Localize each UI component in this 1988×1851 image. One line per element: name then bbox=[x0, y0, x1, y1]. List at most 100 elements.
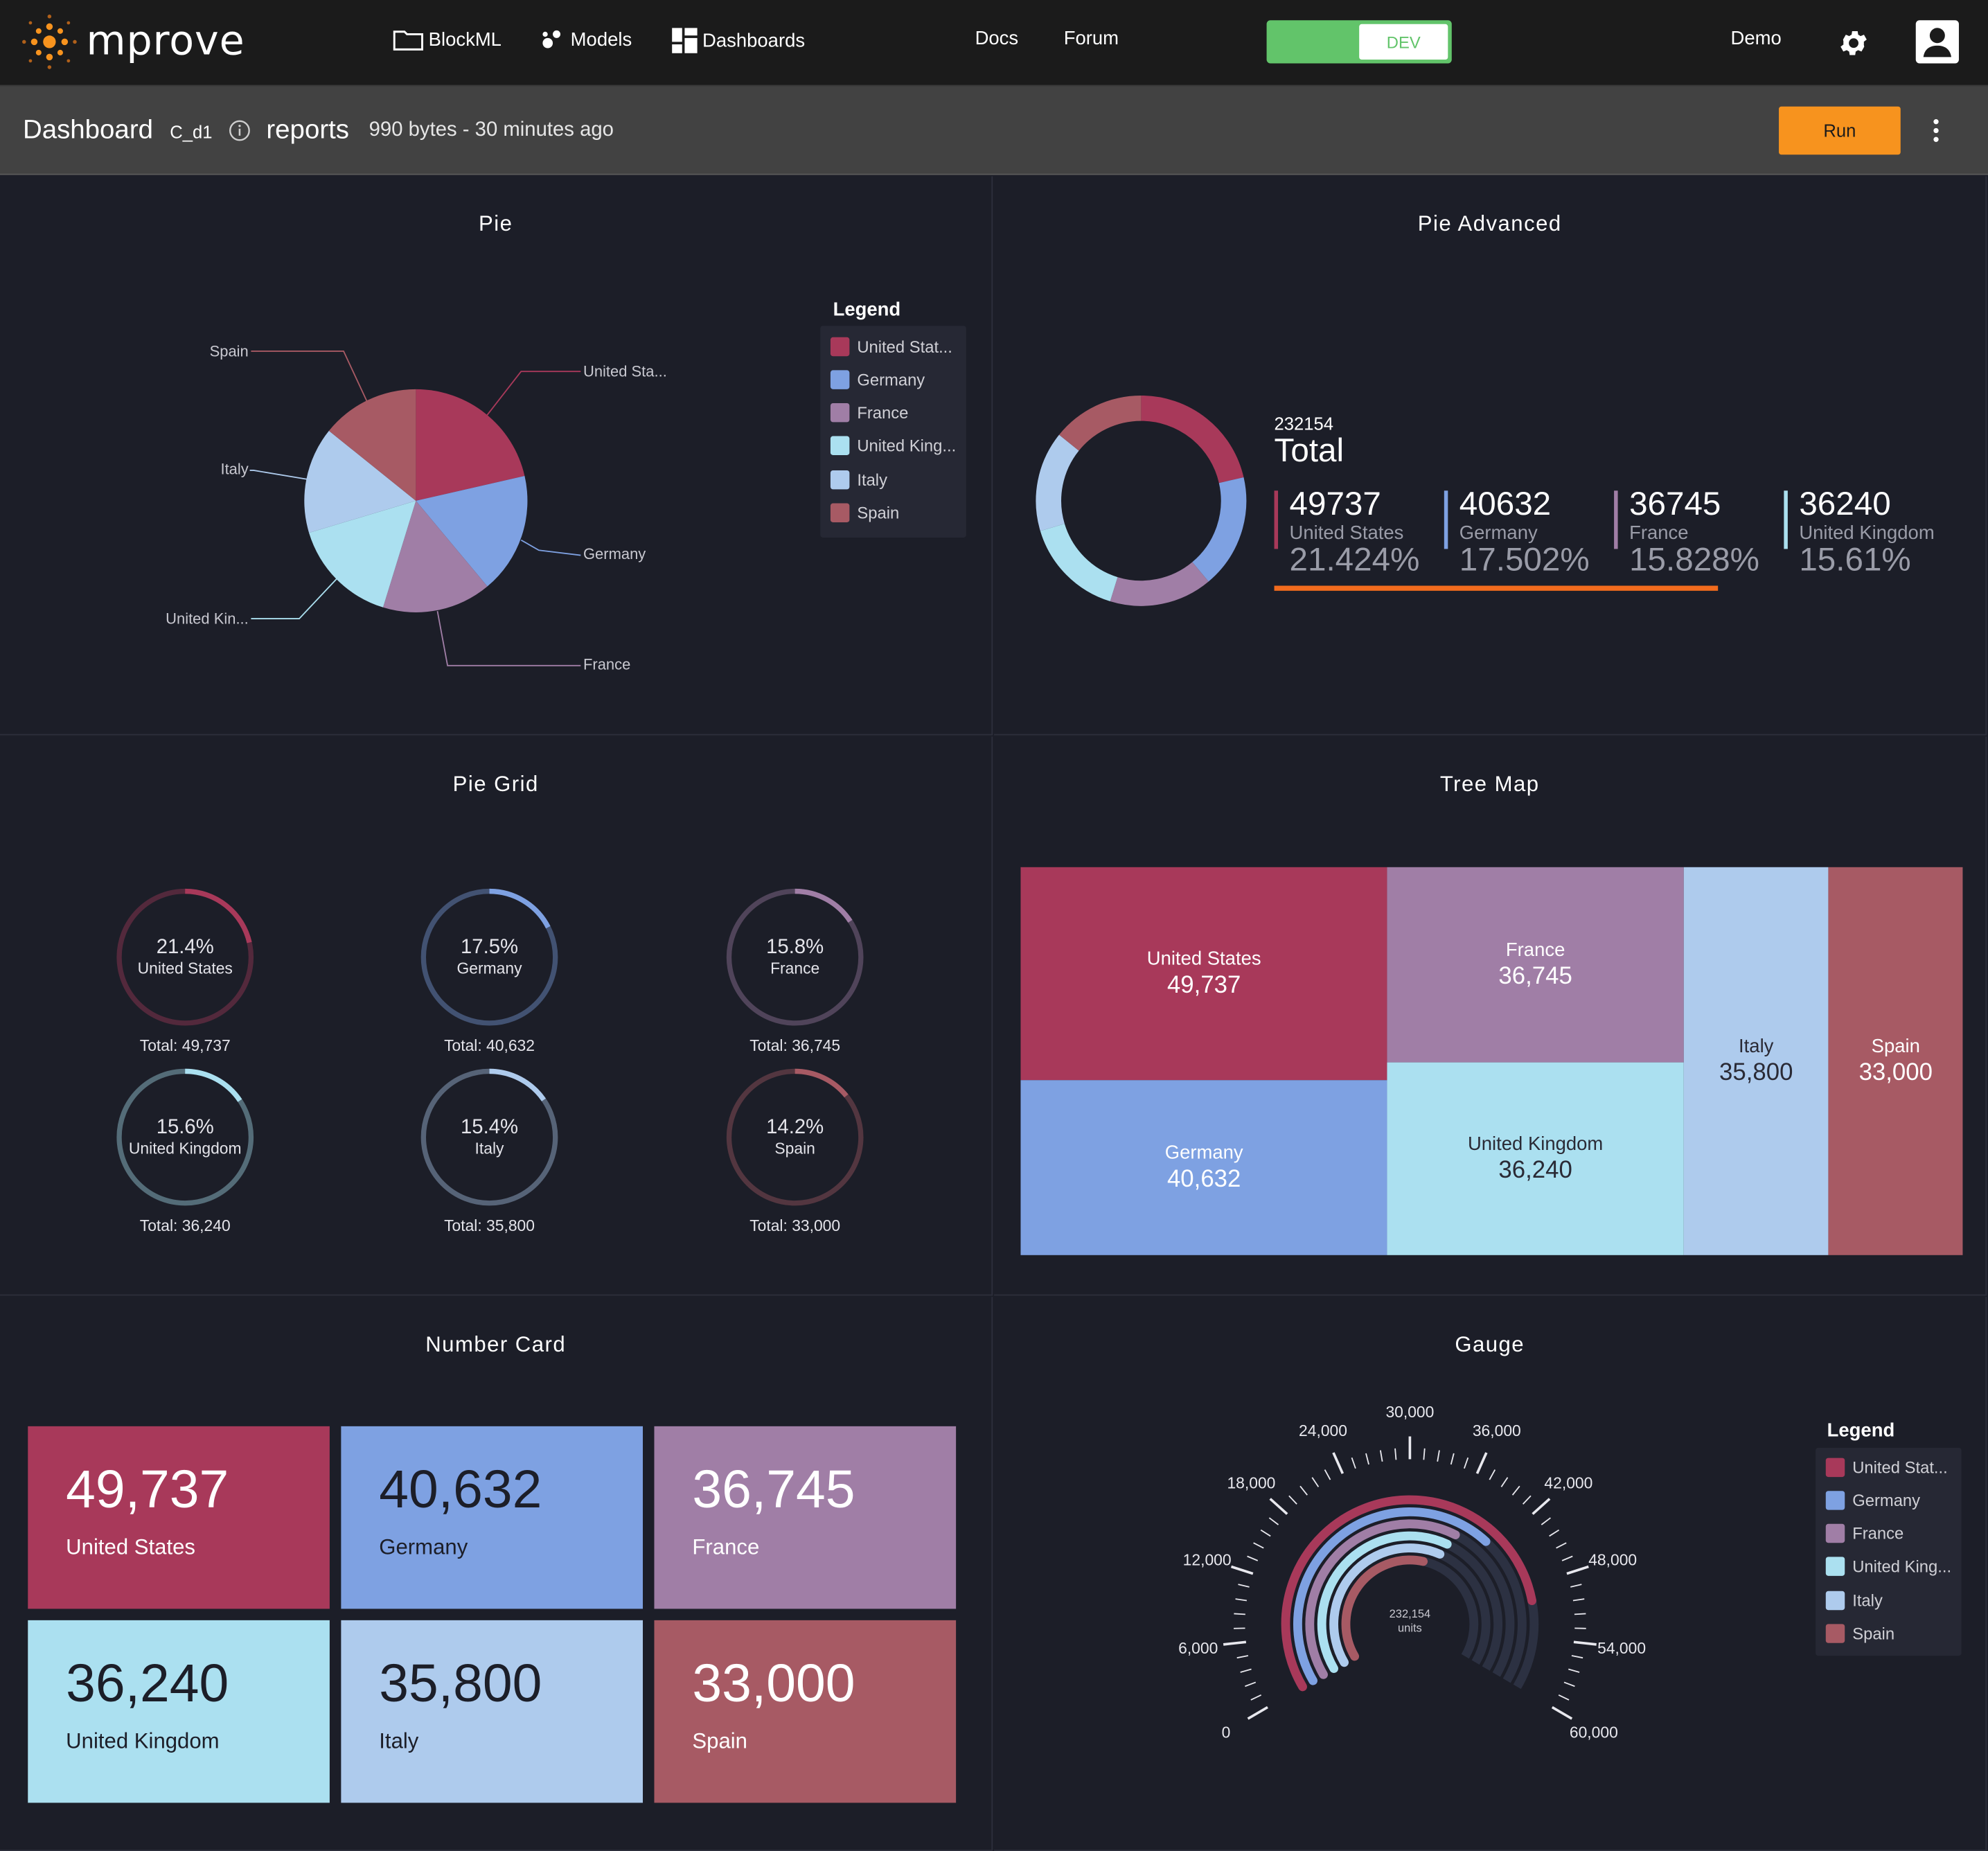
pie-grid-item-spain[interactable]: 14.2%Spain Total: 33,000 bbox=[726, 1068, 864, 1234]
gauge-legend-item-france[interactable]: France bbox=[1825, 1521, 1903, 1546]
number-card-italy[interactable]: 35,800 Italy bbox=[341, 1620, 644, 1803]
nav-dashboards-label: Dashboards bbox=[702, 30, 806, 52]
pie-advanced-value-france: 36745 bbox=[1629, 484, 1721, 523]
pie-legend-item-united-states[interactable]: United Stat... bbox=[830, 333, 952, 359]
number-card-value: 40,632 bbox=[379, 1459, 542, 1519]
gauge-center-unit: units bbox=[1398, 1622, 1422, 1634]
pie-legend-item-france[interactable]: France bbox=[830, 400, 908, 426]
pie-grid-item-united-states[interactable]: 21.4%United States Total: 49,737 bbox=[116, 888, 254, 1055]
gauge-legend-item-united-states[interactable]: United Stat... bbox=[1825, 1454, 1948, 1480]
pie-legend-item-spain[interactable]: Spain bbox=[830, 500, 899, 526]
pie-grid-total: Total: 49,737 bbox=[140, 1036, 231, 1054]
panel-pie-grid: Pie Grid 21.4% United States Total: 49,737… bbox=[0, 736, 993, 1296]
pie-legend-title: Legend bbox=[833, 299, 901, 321]
number-card-germany[interactable]: 40,632 Germany bbox=[341, 1426, 644, 1609]
info-icon[interactable] bbox=[228, 119, 251, 142]
pie-chart[interactable]: United Sta... Germany France United Kin... I… bbox=[0, 176, 993, 735]
tree-map-cell-spain[interactable]: Spain 33,000 bbox=[1829, 867, 1963, 1255]
pie-advanced-segment-italy[interactable] bbox=[1036, 434, 1079, 531]
pie-label-germany: Germany bbox=[583, 545, 646, 563]
account-button[interactable] bbox=[1915, 20, 1959, 64]
pie-label-united-states: United Sta... bbox=[583, 363, 667, 380]
gauge-minor-tick bbox=[1489, 1469, 1496, 1480]
pie-advanced-segment-united-kingdom[interactable] bbox=[1040, 523, 1118, 602]
nav-models[interactable]: Models bbox=[540, 28, 632, 51]
gauge-major-tick bbox=[1532, 1498, 1551, 1515]
gauge-minor-tick bbox=[1311, 1477, 1320, 1487]
pie-legend: Legend United Stat... Germany France United… bbox=[820, 299, 966, 538]
logo-icon bbox=[22, 15, 77, 69]
gauge-minor-tick bbox=[1351, 1457, 1356, 1469]
tree-map-cell-united-kingdom[interactable]: United Kingdom 36,240 bbox=[1387, 1062, 1684, 1255]
gauge-band-france[interactable] bbox=[1305, 1519, 1460, 1679]
user-name[interactable]: Demo bbox=[1730, 28, 1781, 49]
tree-map-cell-united-states[interactable]: United States 49,737 bbox=[1020, 867, 1387, 1081]
gauge-band-spain[interactable] bbox=[1341, 1555, 1428, 1661]
gauge-tick-label: 30,000 bbox=[1385, 1403, 1434, 1421]
gauge-legend-item-united-kingdom[interactable]: United King... bbox=[1825, 1555, 1951, 1580]
gauge-chart[interactable]: 0 6,000 12,000 18,000 24,000 30,000 36,000 42,0… bbox=[994, 1297, 1987, 1851]
tree-map-cell-france[interactable]: France 36,745 bbox=[1387, 867, 1684, 1063]
gauge-legend-item-spain[interactable]: Spain bbox=[1825, 1621, 1894, 1647]
pie-label-united-kingdom: United Kin... bbox=[166, 610, 249, 627]
number-card-united-kingdom[interactable]: 36,240 United Kingdom bbox=[28, 1620, 330, 1803]
pie-slice-italy[interactable] bbox=[304, 430, 416, 533]
nav-forum[interactable]: Forum bbox=[1064, 28, 1119, 49]
gauge-major-tick bbox=[1566, 1565, 1589, 1575]
dev-mode-label: DEV bbox=[1359, 24, 1448, 60]
gauge-band-united-states[interactable] bbox=[1281, 1495, 1536, 1692]
tree-map-cell-germany[interactable]: Germany 40,632 bbox=[1020, 1080, 1387, 1255]
pie-slice-germany[interactable] bbox=[416, 476, 528, 587]
pie-grid-item-germany[interactable]: 17.5%Germany Total: 40,632 bbox=[420, 888, 558, 1055]
panel-number-card-title: Number Card bbox=[425, 1332, 567, 1357]
pie-advanced-total-value: 232154 bbox=[1274, 413, 1334, 434]
run-button[interactable]: Run bbox=[1779, 106, 1901, 155]
pie-advanced-segment-france[interactable] bbox=[1110, 562, 1209, 606]
pie-grid-item-italy[interactable]: 15.4%Italy Total: 35,800 bbox=[420, 1068, 558, 1234]
number-card-united-states[interactable]: 49,737 United States bbox=[28, 1426, 330, 1609]
panel-gauge: Gauge 0 6,000 12,000 18,000 24,000 30,000 36,0… bbox=[994, 1297, 1987, 1851]
more-vert-icon[interactable] bbox=[1926, 116, 1946, 144]
legend-label: Italy bbox=[857, 470, 887, 489]
settings-button[interactable] bbox=[1837, 26, 1870, 66]
pie-slice-france[interactable] bbox=[382, 500, 488, 612]
gauge-band-italy[interactable] bbox=[1329, 1543, 1445, 1667]
pie-advanced-segment-united-states[interactable] bbox=[1140, 395, 1244, 484]
gauge-band-united-kingdom[interactable] bbox=[1317, 1531, 1452, 1673]
pie-legend-item-italy[interactable]: Italy bbox=[830, 467, 887, 493]
pie-grid-name: Spain bbox=[774, 1139, 815, 1157]
dev-mode-toggle[interactable]: DEV bbox=[1266, 20, 1452, 64]
pie-slice-united-states[interactable] bbox=[416, 389, 525, 501]
legend-swatch bbox=[1825, 1591, 1845, 1610]
pie-slice-united-kingdom[interactable] bbox=[309, 500, 416, 608]
pie-advanced-chart[interactable] bbox=[994, 176, 1987, 735]
nav-docs-label: Docs bbox=[975, 28, 1019, 50]
gauge-legend-item-italy[interactable]: Italy bbox=[1825, 1588, 1883, 1613]
pie-slice-spain[interactable] bbox=[328, 389, 416, 501]
pie-legend-item-germany[interactable]: Germany bbox=[830, 366, 925, 392]
pie-grid-item-united-kingdom[interactable]: 15.6%United Kingdom Total: 36,240 bbox=[116, 1068, 254, 1234]
number-card-france[interactable]: 36,745 France bbox=[654, 1426, 957, 1609]
nav-blockml[interactable]: BlockML bbox=[393, 28, 502, 51]
nav-dashboards[interactable]: Dashboards bbox=[672, 28, 805, 53]
legend-swatch bbox=[1825, 1523, 1845, 1543]
pie-advanced-segment-spain[interactable] bbox=[1059, 395, 1142, 451]
pie-label-italy: Italy bbox=[220, 460, 248, 477]
pie-grid-chart[interactable]: 21.4%United States Total: 49,737 17.5%Germ… bbox=[0, 736, 993, 1295]
gauge-legend-item-germany[interactable]: Germany bbox=[1825, 1487, 1920, 1513]
gauge-legend: Legend United Stat... Germany France United… bbox=[1816, 1420, 1962, 1656]
pie-grid-item-france[interactable]: 15.8%France Total: 36,745 bbox=[726, 888, 864, 1055]
pie-advanced-pct-united-kingdom: 15.61% bbox=[1799, 540, 1911, 578]
gauge-band-germany[interactable] bbox=[1293, 1507, 1491, 1685]
gauge-minor-tick bbox=[1463, 1457, 1469, 1469]
logo[interactable]: mprove bbox=[20, 12, 248, 71]
tree-map-cell-value: 35,800 bbox=[1719, 1059, 1793, 1086]
nav-docs[interactable]: Docs bbox=[975, 28, 1019, 49]
pie-advanced-segment-germany[interactable] bbox=[1191, 477, 1247, 582]
tree-map-chart[interactable]: United States 49,737 Germany 40,632 France 36… bbox=[1020, 867, 1963, 1255]
panel-gauge-title: Gauge bbox=[1455, 1332, 1525, 1357]
pie-legend-item-united-kingdom[interactable]: United King... bbox=[830, 434, 956, 459]
tree-map-cell-italy[interactable]: Italy 35,800 bbox=[1683, 867, 1829, 1255]
gauge-minor-tick bbox=[1423, 1448, 1426, 1460]
number-card-spain[interactable]: 33,000 Spain bbox=[654, 1620, 957, 1803]
